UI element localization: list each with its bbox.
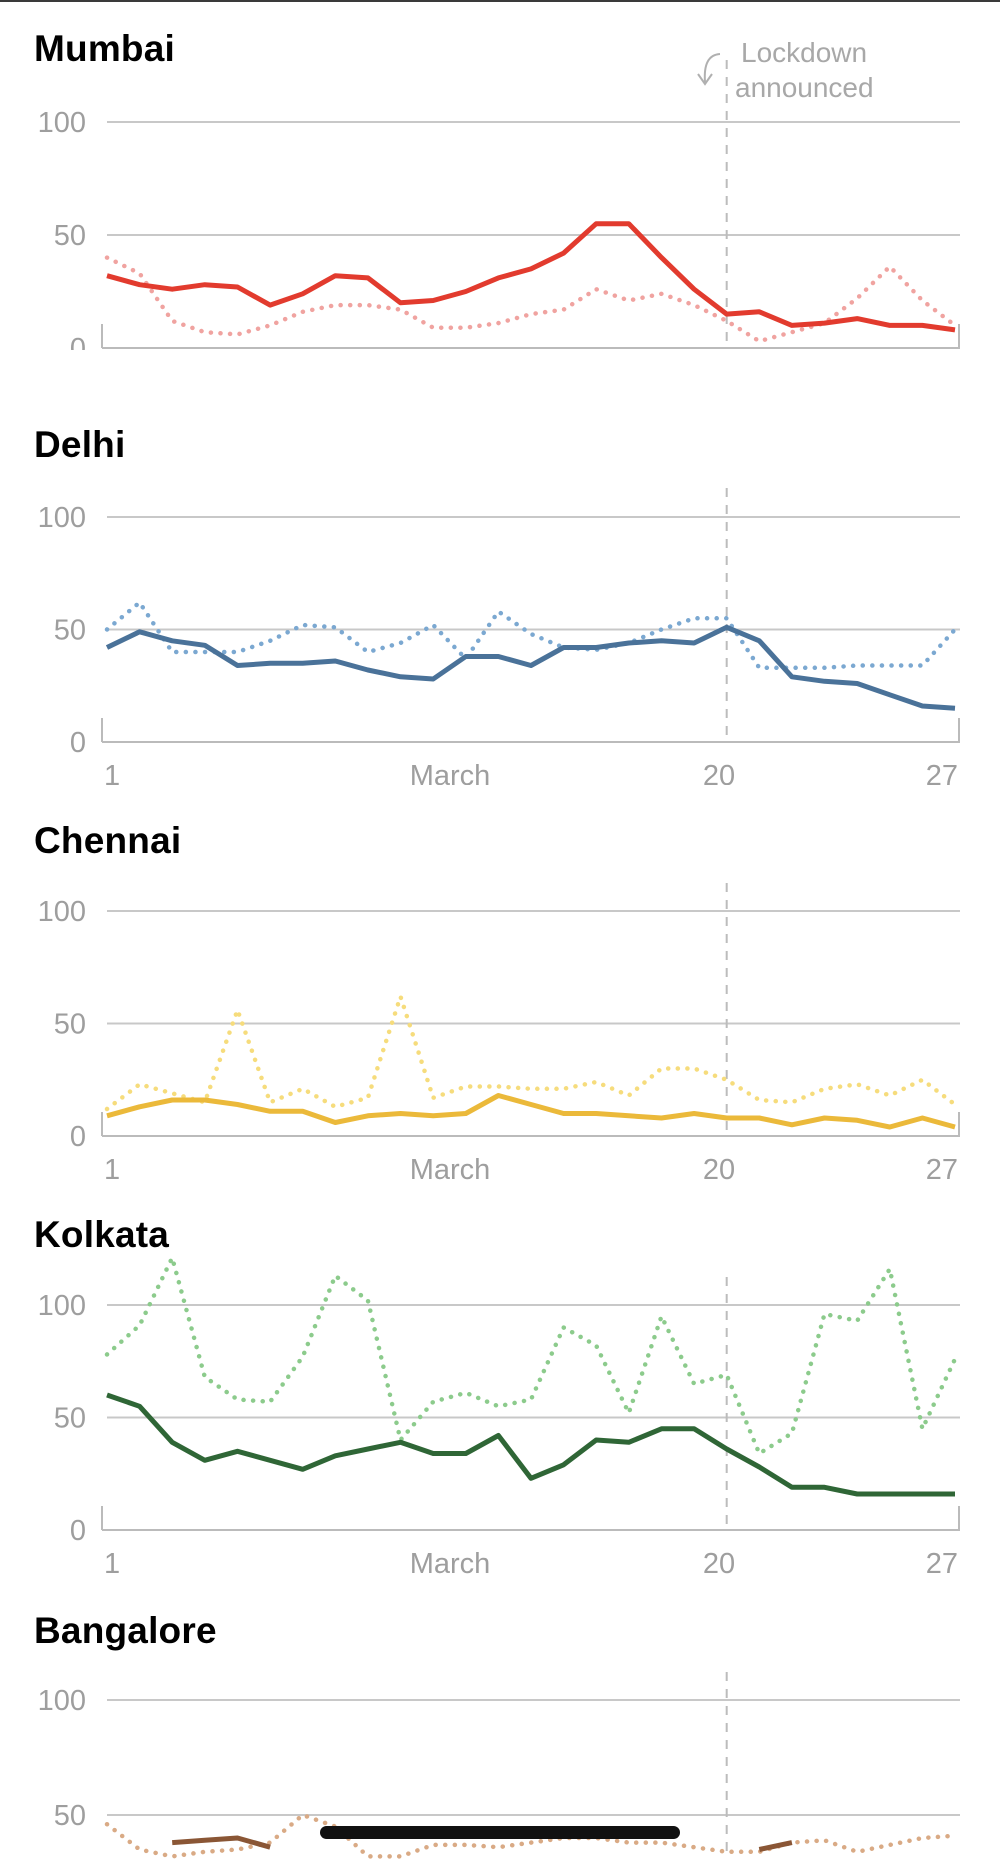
series-line-kolkata-solid <box>106 1392 955 1497</box>
plot-area-delhi: 100 50 01 March 20 27 <box>38 488 960 785</box>
series-line-mumbai-dotted <box>104 255 958 344</box>
x-tick-label-march: March <box>410 760 491 785</box>
plot-area-kolkata: 100 50 01 March 20 27 <box>38 1255 960 1580</box>
annotation-line-1: Lockdown <box>741 37 867 68</box>
x-tick-label-1: 1 <box>104 1548 120 1580</box>
x-tick-label-march: March <box>410 1154 491 1180</box>
y-tick-label-100: 100 <box>38 107 86 139</box>
x-tick-label-march: March <box>410 1548 491 1580</box>
lockdown-annotation: Lockdown announced <box>697 37 874 103</box>
y-tick-label-100: 100 <box>38 1685 86 1717</box>
series-line-kolkata-dotted <box>104 1255 958 1456</box>
x-tick-label-20: 20 <box>703 1548 735 1580</box>
annotation-arrow-head <box>697 73 713 86</box>
plot-area-bangalore: 100 50 <box>38 1672 960 1859</box>
chart-title-mumbai: Mumbai <box>34 28 175 69</box>
y-tick-label-50: 50 <box>54 1403 86 1435</box>
top-rule <box>0 0 1000 2</box>
chart-delhi: 100 50 01 March 20 27 <box>38 488 960 785</box>
annotation-line-2: announced <box>735 72 874 103</box>
x-tick-label-27: 27 <box>926 1548 958 1580</box>
home-indicator <box>320 1826 680 1839</box>
series-line-chennai-solid <box>106 1093 956 1130</box>
plot-area-chennai: 100 50 01 March 20 27 <box>38 883 960 1180</box>
series-line-mumbai-solid <box>106 221 956 333</box>
y-tick-label-100: 100 <box>38 1290 86 1322</box>
y-tick-label-50: 50 <box>54 220 86 252</box>
x-tick-label-1: 1 <box>104 760 120 785</box>
series-line-chennai-dotted <box>104 994 958 1112</box>
y-tick-label-100: 100 <box>38 502 86 534</box>
y-tick-label-0: 0 <box>70 727 86 759</box>
chart-title-bangalore: Bangalore <box>34 1610 217 1651</box>
chart-title-chennai: Chennai <box>34 820 182 861</box>
x-tick-label-20: 20 <box>703 760 735 785</box>
x-tick-label-20: 20 <box>703 1154 735 1180</box>
chart-title-delhi: Delhi <box>34 424 126 465</box>
y-tick-label-50: 50 <box>54 615 86 647</box>
chart-title-kolkata: Kolkata <box>34 1214 170 1255</box>
annotation-arrow-curve <box>703 53 721 83</box>
series-line-bangalore-dotted <box>104 1812 958 1859</box>
chart-chennai: 100 50 01 March 20 27 <box>38 883 960 1180</box>
chart-bangalore: 100 50 <box>38 1672 960 1859</box>
x-tick-label-27: 27 <box>926 760 958 785</box>
chart-kolkata: 100 50 01 March 20 27 <box>38 1255 960 1580</box>
y-tick-label-0: 0 <box>70 333 86 350</box>
y-tick-label-50: 50 <box>54 1009 86 1041</box>
series-line-bangalore-solid <box>758 1840 793 1852</box>
y-tick-label-0: 0 <box>70 1515 86 1547</box>
series-line-delhi-solid <box>105 624 956 711</box>
series-line-bangalore-solid <box>172 1835 271 1850</box>
x-tick-label-1: 1 <box>104 1154 120 1180</box>
y-tick-label-100: 100 <box>38 896 86 928</box>
series-line-delhi-dotted <box>104 600 958 671</box>
x-tick-label-27: 27 <box>926 1154 958 1180</box>
y-tick-label-0: 0 <box>70 1121 86 1153</box>
y-tick-label-50: 50 <box>54 1800 86 1832</box>
